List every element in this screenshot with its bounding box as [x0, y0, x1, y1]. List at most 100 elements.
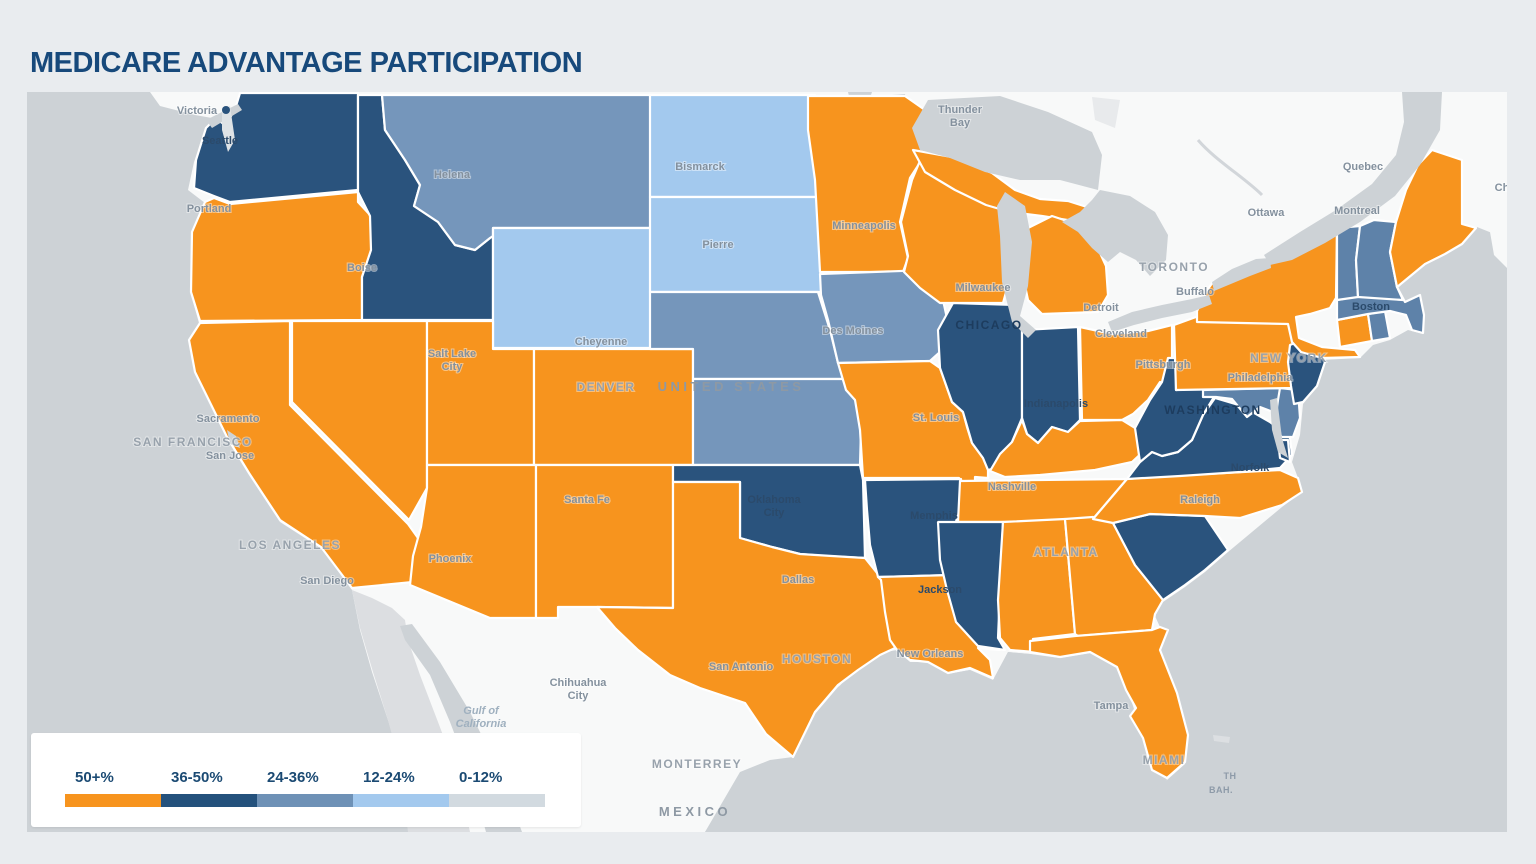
choropleth-map: Washington Oregon California Nevada Idah…	[27, 92, 1507, 832]
map-label: Sacramento	[197, 413, 260, 425]
map-label: Nashville	[988, 481, 1036, 493]
map-label: NEW YORK	[1250, 351, 1328, 365]
map-label: TH	[1224, 771, 1237, 781]
map-label: ATLANTA	[1033, 545, 1098, 559]
map-label: Detroit	[1083, 302, 1119, 314]
st-lawrence-river	[1264, 92, 1442, 265]
state-california[interactable]: California	[187, 319, 420, 590]
map-label: Bismarck	[675, 161, 725, 173]
terrain-texture-patch	[1092, 97, 1120, 128]
map-label: Thunder Bay	[938, 104, 983, 129]
map-labels-layer: Victoria Seattle Portland Sacramento SAN FRA…	[132, 103, 1507, 819]
state-rhode-island[interactable]: Rhode Island	[1366, 309, 1392, 343]
map-label: Chihuahua City	[550, 677, 608, 702]
map-label: Philadelphia	[1228, 372, 1294, 384]
map-label: MONTERREY	[652, 757, 742, 771]
state-south-dakota[interactable]: South Dakota	[648, 195, 827, 294]
legend-swatch-b0	[449, 794, 545, 807]
map-label: Oklahoma City	[747, 494, 801, 519]
map-label: Ottawa	[1248, 207, 1286, 219]
map-label: Milwaukee	[955, 282, 1010, 294]
map-label: St. Louis	[913, 412, 959, 424]
map-label: San Diego	[300, 575, 354, 587]
state-north-dakota[interactable]: North Dakota	[648, 93, 820, 199]
legend-label-b0: 0-12%	[459, 769, 503, 786]
states-layer: Washington Oregon California Nevada Idah…	[187, 92, 1478, 780]
map-label: Jackson	[918, 584, 962, 596]
map-label: Minneapolis	[832, 220, 896, 232]
state-maine[interactable]: Maine	[1388, 148, 1478, 289]
map-label: TORONTO	[1139, 260, 1209, 274]
map-label: WASHINGTON	[1164, 403, 1261, 417]
map-label: SAN FRANCISCO	[133, 435, 253, 449]
map-label: Cleveland	[1095, 328, 1147, 340]
legend-swatch-b36	[161, 794, 257, 807]
state-kentucky[interactable]: Kentucky	[988, 418, 1147, 479]
chesapeake-bay	[1270, 398, 1288, 458]
map-label: Phoenix	[429, 553, 473, 565]
map-label: DENVER	[576, 380, 635, 394]
map-label: Quebec	[1343, 161, 1383, 173]
map-label: Raleigh	[1180, 494, 1220, 506]
puget-sound	[222, 106, 235, 152]
legend-label-b36: 36-50%	[171, 769, 223, 786]
lakes-layer	[206, 92, 1507, 743]
map-label: Helena	[434, 169, 471, 181]
legend-color-bar	[65, 794, 547, 807]
san-francisco-bay	[227, 430, 240, 448]
lake-superior	[912, 96, 1102, 190]
map-label: Montreal	[1334, 205, 1380, 217]
state-texas[interactable]: Texas	[595, 480, 897, 759]
map-label: CHICAGO	[955, 318, 1022, 332]
legend-swatch-b24	[257, 794, 353, 807]
state-indiana[interactable]: Indiana	[1020, 325, 1082, 445]
map-label: MEXICO	[659, 804, 731, 819]
ottawa-river	[1196, 139, 1264, 197]
legend: 50+% 36-50% 24-36% 12-24% 0-12%	[31, 733, 581, 827]
map-label: Memphis	[910, 510, 958, 522]
lake-ontario	[1212, 258, 1271, 291]
map-label: LOS ANGELES	[239, 538, 341, 552]
map-label: New Orleans	[897, 648, 964, 660]
state-wyoming[interactable]: Wyoming	[491, 226, 657, 350]
nova-scotia-land	[1490, 228, 1507, 268]
map-label: Pierre	[702, 239, 733, 251]
map-label: Boston	[1352, 301, 1390, 313]
page-title: MEDICARE ADVANTAGE PARTICIPATION	[30, 47, 583, 80]
map-label: Pittsburgh	[1136, 359, 1191, 371]
map-label: MIAMI	[1143, 753, 1186, 767]
state-north-carolina[interactable]: North Carolina	[1091, 468, 1304, 525]
map-label: Dallas	[782, 574, 814, 586]
map-label: UNITED STATES	[658, 379, 805, 394]
map-label: Portland	[187, 203, 232, 215]
map-label: Buffalo	[1176, 286, 1214, 298]
map-label: Indianapolis	[1024, 398, 1088, 410]
legend-labels: 50+% 36-50% 24-36% 12-24% 0-12%	[65, 769, 547, 786]
map-label: Seattle	[202, 135, 238, 147]
map-label: Santa Fe	[564, 494, 610, 506]
map-label: BAH.	[1209, 785, 1233, 795]
state-new-mexico[interactable]: New Mexico	[534, 463, 675, 620]
map-label: Tampa	[1094, 700, 1130, 712]
legend-swatch-b50	[65, 794, 161, 807]
state-florida[interactable]: Florida	[1028, 625, 1190, 780]
state-alabama[interactable]: Alabama	[996, 517, 1077, 654]
map-label: Des Moines	[822, 325, 883, 337]
state-colorado[interactable]: Colorado	[532, 347, 695, 467]
map-label: Gulf of California	[456, 705, 507, 730]
map-label: Cheyenne	[575, 336, 628, 348]
lake-erie	[1108, 295, 1212, 332]
map-label: Boise	[347, 262, 377, 274]
map-label: HOUSTON	[782, 652, 852, 666]
map-label: Salt Lake City	[428, 348, 476, 373]
map-label: Norfolk	[1231, 462, 1270, 474]
map-label: Victoria	[177, 105, 218, 117]
us-map-svg: Washington Oregon California Nevada Idah…	[27, 92, 1507, 832]
island-marker	[222, 106, 230, 114]
legend-label-b50: 50+%	[75, 769, 114, 786]
legend-swatch-b12	[353, 794, 449, 807]
map-label: Ch	[1495, 182, 1507, 194]
legend-label-b24: 24-36%	[267, 769, 319, 786]
lake-michigan	[997, 192, 1036, 338]
map-label: San Antonio	[709, 661, 774, 673]
